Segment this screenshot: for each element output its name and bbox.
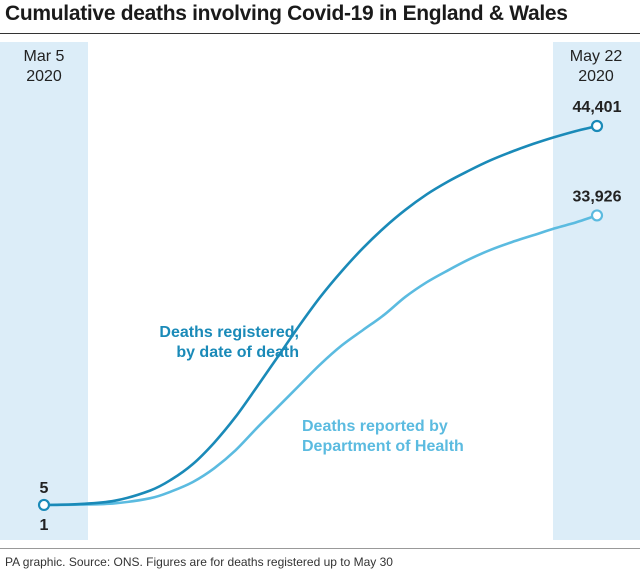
source-note: PA graphic. Source: ONS. Figures are for… (5, 555, 393, 569)
series-name-label-reported-line-1: Deaths reported by (302, 418, 448, 435)
end-date-band (553, 42, 640, 540)
series-name-label-registered-line-1: Deaths registered, (159, 324, 299, 341)
series-layer: 33,926 44,401 5 1 Deaths registered, by date … (37, 99, 622, 534)
series-start-label-reported: 1 (40, 517, 49, 534)
start-date-label-line-1: Mar 5 (24, 48, 65, 65)
series-line-reported (42, 214, 599, 507)
start-date-label-line-2: 2020 (26, 68, 62, 85)
end-date-label-line-1: May 22 (570, 48, 623, 65)
end-date-label: May 22 2020 (570, 48, 623, 85)
start-date-label: Mar 5 2020 (24, 48, 65, 85)
series-end-label-reported: 33,926 (573, 188, 622, 205)
series-name-label-registered-line-2: by date of death (176, 344, 299, 361)
series-end-marker-reported (590, 209, 604, 222)
start-date-band (0, 42, 88, 540)
series-line-registered (42, 124, 599, 507)
series-end-label-registered: 44,401 (573, 99, 622, 116)
series-name-label-reported-line-2: Department of Health (302, 438, 464, 455)
footer-divider (0, 548, 640, 549)
chart-title: Cumulative deaths involving Covid-19 in … (5, 2, 568, 25)
series-end-marker-registered (590, 119, 604, 133)
series-start-marker (37, 498, 51, 512)
end-date-label-line-2: 2020 (578, 68, 614, 85)
series-start-label-registered: 5 (40, 480, 49, 497)
title-divider (0, 33, 640, 34)
